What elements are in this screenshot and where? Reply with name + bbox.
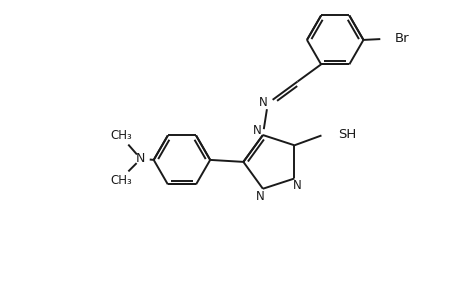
Text: N: N (255, 190, 264, 203)
Text: N: N (292, 179, 301, 192)
Text: SH: SH (337, 128, 356, 141)
Text: N: N (136, 152, 145, 165)
Text: CH₃: CH₃ (110, 129, 132, 142)
Text: N: N (258, 96, 267, 109)
Text: N: N (252, 124, 261, 136)
Text: Br: Br (394, 32, 409, 45)
Text: CH₃: CH₃ (110, 174, 132, 187)
